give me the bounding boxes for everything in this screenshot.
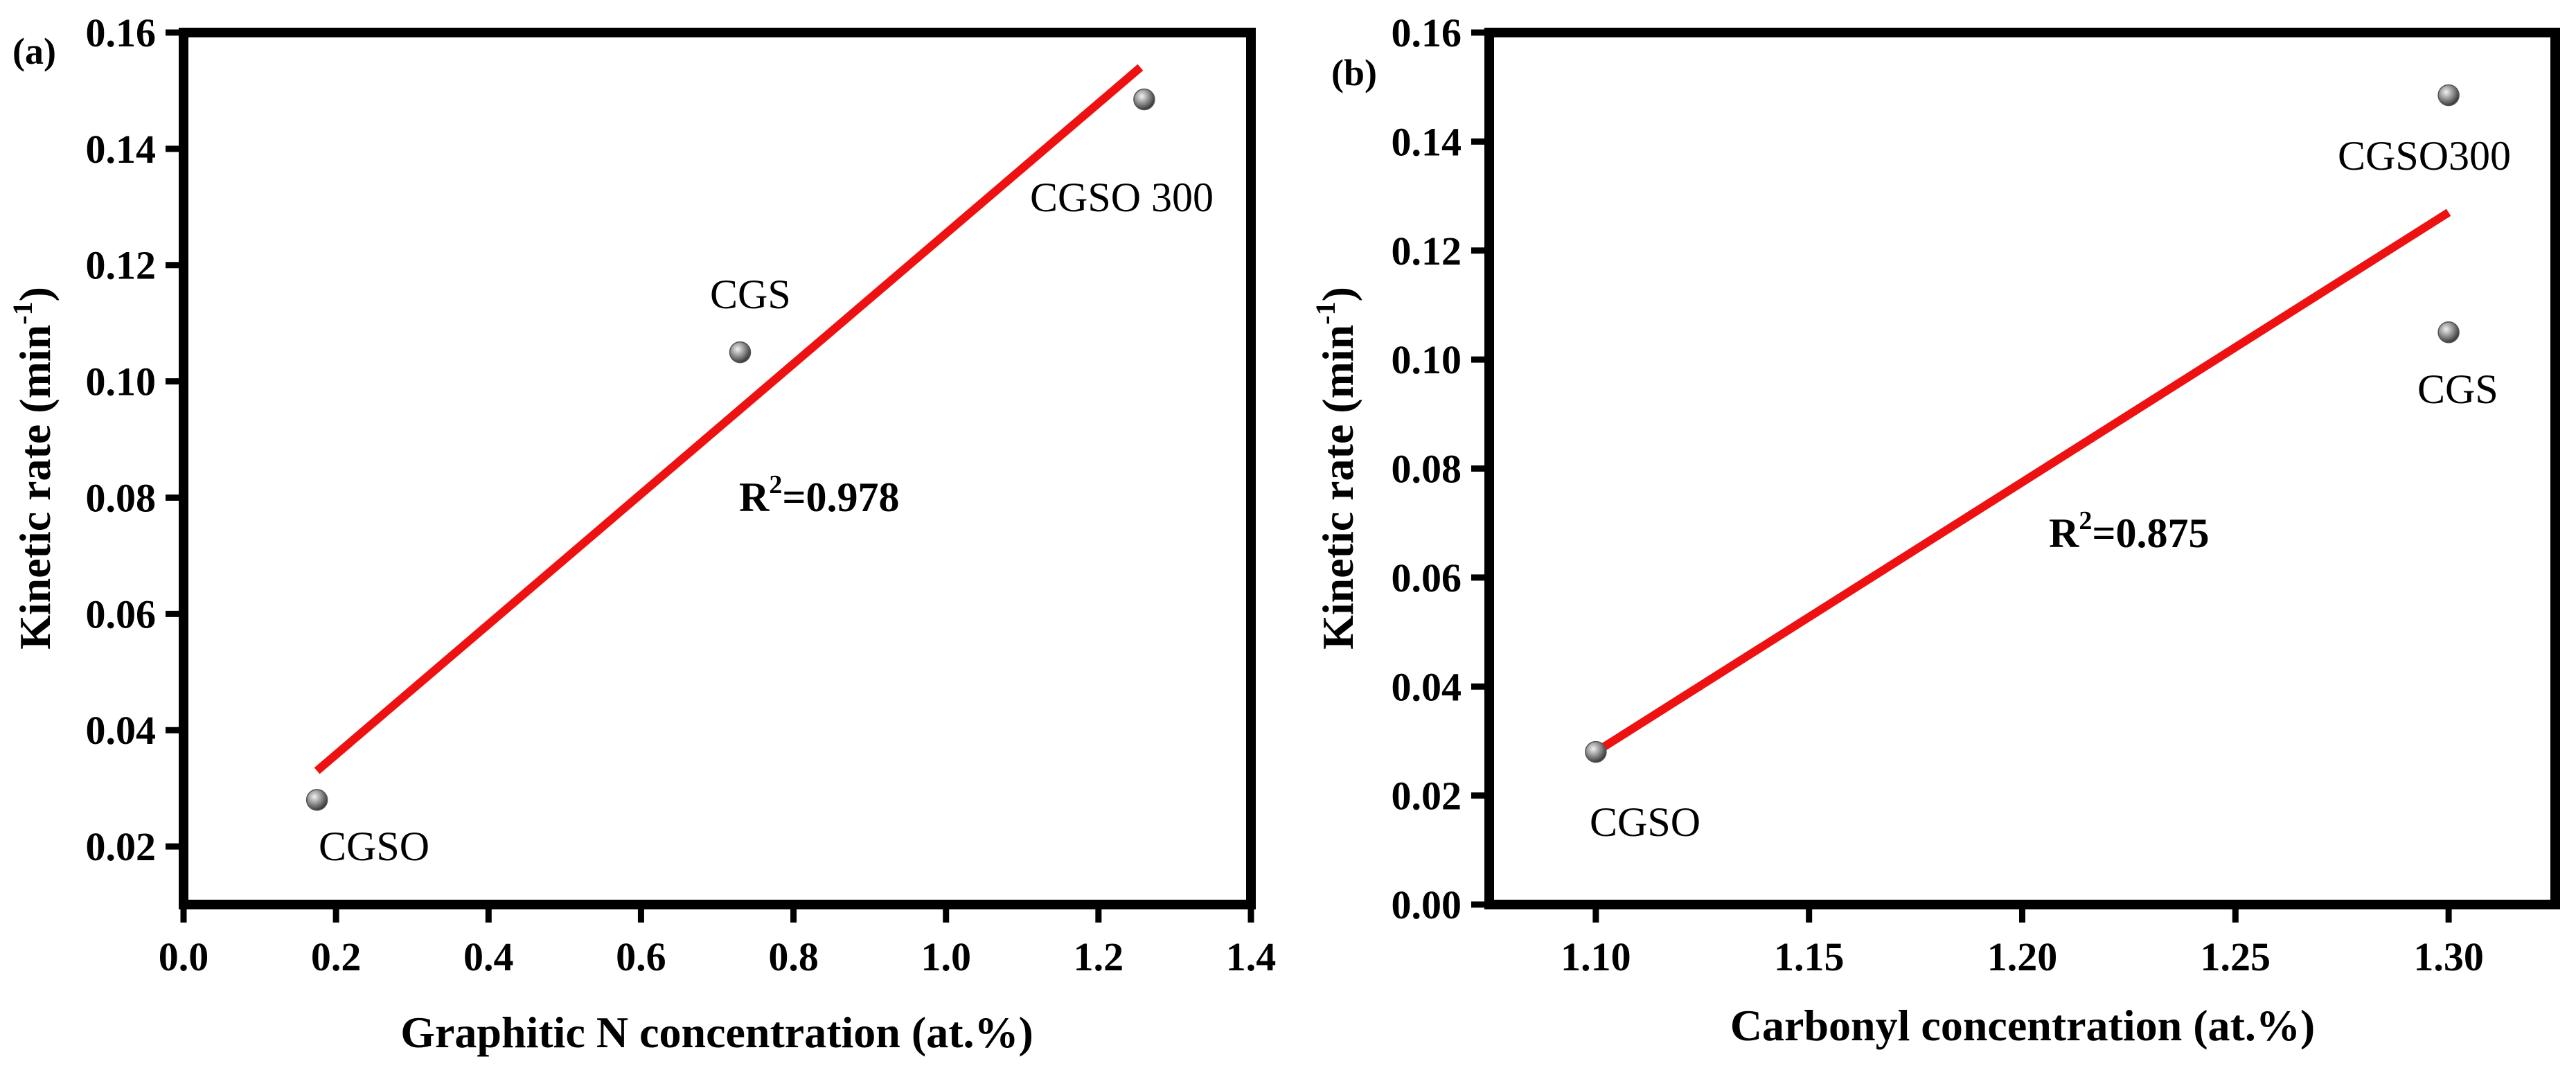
panel-b-point-cgs bbox=[2437, 321, 2460, 344]
panel-a-annotation-cgs: CGS bbox=[710, 272, 791, 317]
panel-a-x-tick-label: 0.8 bbox=[768, 934, 819, 979]
panel-a-point-cgso300 bbox=[1133, 88, 1155, 111]
panel-a-r2-sup: 2 bbox=[769, 470, 782, 499]
panel-b-annotation-cgso: CGSO bbox=[1590, 799, 1700, 845]
panel-b-x-tick-label: 1.30 bbox=[2413, 934, 2484, 979]
panel-a-r-squared: R2=0.978 bbox=[739, 470, 900, 520]
panel-b-annotation-cgs: CGS bbox=[2417, 366, 2498, 412]
panel-b-x-tick-label: 1.25 bbox=[2201, 934, 2271, 979]
panel-b: (b) 0.00 0.02 0.04 0.06 0.08 0.10 0.12 0.14 0.16… bbox=[1310, 10, 2560, 1050]
panel-a-y-tick-label: 0.06 bbox=[86, 591, 157, 637]
panel-a-x-ticks: 0.0 0.2 0.4 0.6 0.8 1.0 1.2 1.4 bbox=[159, 909, 1277, 979]
panel-a-ylabel-main: Kinetic rate (min bbox=[10, 325, 60, 650]
panel-a-y-tick-label: 0.12 bbox=[86, 243, 157, 288]
panel-a-x-tick-label: 0.6 bbox=[616, 934, 666, 979]
panel-b-y-tick-label: 0.06 bbox=[1392, 555, 1462, 600]
panel-b-ylabel-sup: -1 bbox=[1310, 301, 1341, 324]
panel-b-ylabel-close: ) bbox=[1313, 287, 1362, 301]
panel-a-linear-fit-line bbox=[314, 64, 1144, 774]
panel-b-x-tick-label: 1.15 bbox=[1774, 934, 1845, 979]
panel-b-y-tick-label: 0.02 bbox=[1392, 774, 1462, 819]
panel-a-y-tick-label: 0.02 bbox=[86, 824, 157, 869]
panel-a-x-axis-title: Graphitic N concentration (at.%) bbox=[400, 1008, 1033, 1057]
panel-a-y-tick-label: 0.16 bbox=[86, 10, 157, 55]
panel-a-x-tick-label: 1.2 bbox=[1074, 934, 1124, 979]
panel-a-annotation-cgso: CGSO bbox=[319, 824, 429, 869]
panel-a-y-axis-title: Kinetic rate (min-1) bbox=[7, 287, 60, 650]
panel-b-r2-value: =0.875 bbox=[2092, 510, 2209, 556]
panel-a-plot-frame bbox=[179, 28, 1256, 909]
panel-b-annotation-cgso300: CGSO300 bbox=[2338, 133, 2511, 179]
panel-a-ylabel-sup: -1 bbox=[7, 301, 38, 324]
panel-a-r2-prefix: R bbox=[739, 474, 770, 520]
panel-a-x-tick-label: 1.4 bbox=[1226, 934, 1277, 979]
panel-b-ylabel-main: Kinetic rate (min bbox=[1313, 325, 1362, 650]
panel-b-linear-fit-line bbox=[1593, 208, 2451, 756]
panel-a-x-tick-label: 0.4 bbox=[463, 934, 514, 979]
panel-a-y-tick-label: 0.10 bbox=[86, 359, 157, 404]
panel-b-x-tick-label: 1.20 bbox=[1987, 934, 2058, 979]
panel-b-r2-sup: 2 bbox=[2079, 506, 2092, 535]
panel-a-x-tick-label: 0.0 bbox=[159, 934, 209, 979]
panel-a: (a) 0.020.040.060.080.100.120.140.16 0.0… bbox=[7, 10, 1276, 1057]
panel-b-x-ticks: 1.10 1.15 1.20 1.25 1.30 bbox=[1561, 909, 2484, 979]
panel-b-label: (b) bbox=[1331, 52, 1377, 94]
panel-a-x-tick-label: 0.2 bbox=[311, 934, 362, 979]
panel-b-y-tick-label: 0.00 bbox=[1392, 882, 1462, 927]
panel-a-y-tick-label: 0.04 bbox=[86, 708, 157, 753]
panel-a-y-tick-label: 0.08 bbox=[86, 475, 157, 520]
panel-b-y-tick-label: 0.04 bbox=[1392, 664, 1462, 709]
panel-b-y-tick-label: 0.08 bbox=[1392, 447, 1462, 492]
panel-a-x-tick-label: 1.0 bbox=[921, 934, 971, 979]
panel-a-point-cgs bbox=[729, 341, 752, 364]
panel-b-r2-prefix: R bbox=[2049, 510, 2079, 556]
panel-a-annotation-cgso300: CGSO 300 bbox=[1030, 175, 1214, 220]
panel-b-y-axis-title: Kinetic rate (min-1) bbox=[1310, 287, 1362, 650]
panel-a-points bbox=[305, 88, 1155, 811]
panel-b-x-tick-label: 1.10 bbox=[1561, 934, 1631, 979]
panel-b-y-tick-label: 0.16 bbox=[1392, 10, 1462, 55]
panel-b-plot-frame bbox=[1484, 28, 2560, 909]
panel-b-r-squared: R2=0.875 bbox=[2049, 506, 2210, 556]
panel-a-ylabel-close: ) bbox=[10, 287, 60, 301]
panel-b-y-tick-label: 0.14 bbox=[1392, 119, 1462, 164]
panel-b-y-tick-label: 0.10 bbox=[1392, 337, 1462, 382]
panel-b-y-ticks: 0.00 0.02 0.04 0.06 0.08 0.10 0.12 0.14 0.16 bbox=[1392, 10, 1484, 927]
panel-a-label: (a) bbox=[12, 30, 56, 72]
panel-b-x-axis-title: Carbonyl concentration (at.%) bbox=[1730, 1001, 2315, 1050]
panel-b-y-tick-label: 0.12 bbox=[1392, 229, 1462, 274]
panel-a-fit-line-group bbox=[314, 64, 1144, 774]
panel-a-y-ticks: 0.02 0.04 0.06 0.08 0.10 0.12 0.14 0.16 bbox=[86, 10, 179, 869]
panel-b-point-cgso bbox=[1585, 740, 1607, 763]
panel-a-point-cgso bbox=[305, 789, 328, 811]
panel-a-y-tick-label: 0.14 bbox=[86, 127, 157, 172]
panel-b-fit-line-group bbox=[1593, 208, 2451, 756]
panel-a-r2-value: =0.978 bbox=[782, 474, 899, 520]
panel-b-points bbox=[1585, 84, 2460, 763]
panel-b-point-cgso300 bbox=[2437, 84, 2460, 107]
